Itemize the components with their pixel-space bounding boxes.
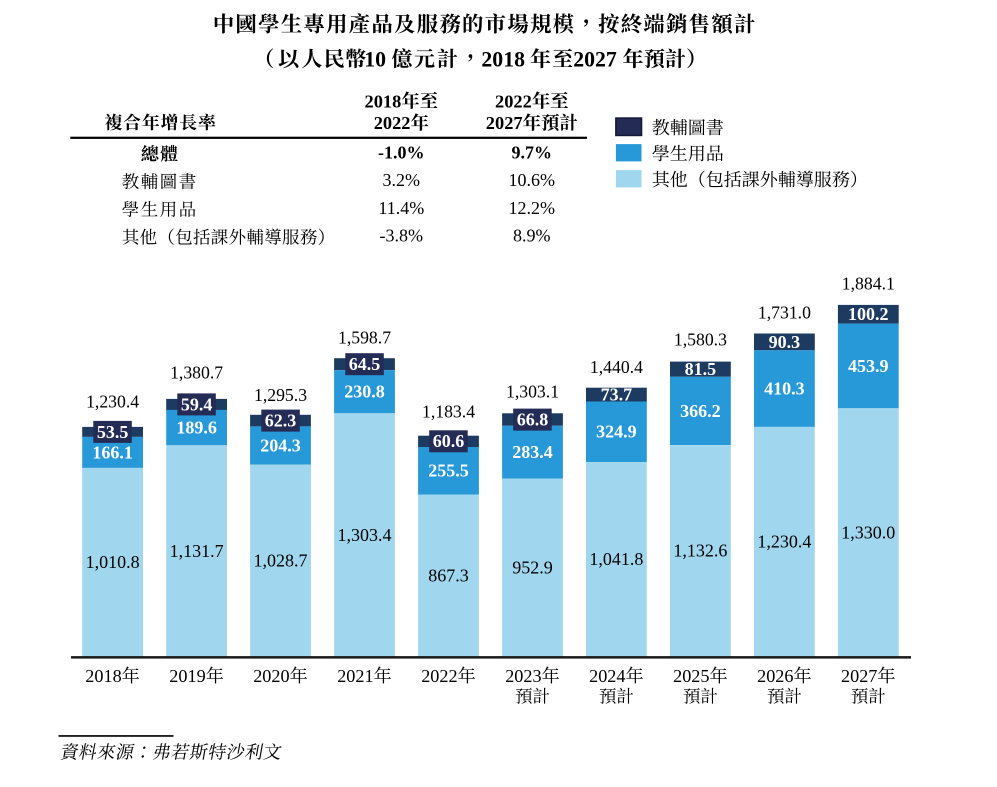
svg-text:11.4%: 11.4%	[378, 198, 424, 218]
svg-text:366.2: 366.2	[680, 401, 721, 421]
svg-text:1,041.8: 1,041.8	[589, 549, 643, 569]
svg-text:3.2%: 3.2%	[383, 170, 421, 190]
svg-text:81.5: 81.5	[685, 359, 717, 379]
svg-text:2027: 2027	[841, 666, 877, 686]
svg-text:-1.0%: -1.0%	[378, 142, 425, 162]
svg-text:10: 10	[364, 47, 386, 71]
svg-text:2018: 2018	[365, 91, 402, 111]
svg-text:12.2%: 12.2%	[509, 198, 556, 218]
svg-text:2025: 2025	[673, 666, 709, 686]
svg-text:230.8: 230.8	[344, 382, 385, 402]
svg-text:10.6%: 10.6%	[509, 170, 556, 190]
svg-text:453.9: 453.9	[848, 356, 889, 376]
svg-text:166.1: 166.1	[92, 442, 133, 462]
svg-text:1,580.3: 1,580.3	[674, 329, 727, 349]
svg-text:2021: 2021	[337, 666, 373, 686]
svg-text:90.3: 90.3	[769, 332, 801, 352]
svg-text:2024: 2024	[589, 666, 625, 686]
svg-text:410.3: 410.3	[764, 379, 805, 399]
svg-text:1,303.4: 1,303.4	[338, 525, 392, 545]
svg-text:1,884.1: 1,884.1	[842, 274, 895, 294]
svg-text:1,295.3: 1,295.3	[254, 385, 307, 405]
svg-text:62.3: 62.3	[265, 411, 297, 431]
svg-text:255.5: 255.5	[428, 461, 469, 481]
svg-text:1,183.4: 1,183.4	[422, 402, 475, 422]
svg-text:204.3: 204.3	[260, 435, 301, 455]
svg-text:2019: 2019	[169, 666, 205, 686]
svg-text:2020: 2020	[253, 666, 289, 686]
svg-text:59.4: 59.4	[181, 394, 213, 414]
svg-text:73.7: 73.7	[601, 385, 633, 405]
svg-text:952.9: 952.9	[512, 558, 553, 578]
svg-text:1,303.1: 1,303.1	[506, 381, 559, 401]
svg-text:1,132.6: 1,132.6	[673, 541, 727, 561]
svg-text:1,330.0: 1,330.0	[841, 522, 895, 542]
svg-text:2022: 2022	[421, 666, 457, 686]
svg-text:8.9%: 8.9%	[513, 226, 551, 246]
svg-text:2018: 2018	[85, 666, 121, 686]
svg-text:1,440.4: 1,440.4	[590, 357, 643, 377]
svg-text:189.6: 189.6	[176, 418, 217, 438]
svg-text:1,028.7: 1,028.7	[254, 550, 308, 570]
svg-text:1,010.8: 1,010.8	[86, 552, 140, 572]
svg-text:1,230.4: 1,230.4	[86, 391, 139, 411]
svg-text:2027: 2027	[486, 113, 523, 133]
svg-text:1,230.4: 1,230.4	[757, 532, 811, 552]
svg-text:2027: 2027	[573, 47, 617, 71]
svg-text:2022: 2022	[495, 91, 532, 111]
svg-text:2018: 2018	[481, 47, 525, 71]
svg-text:1,598.7: 1,598.7	[338, 327, 391, 347]
svg-text:867.3: 867.3	[428, 566, 469, 586]
svg-text:2023: 2023	[505, 666, 541, 686]
svg-text:2026: 2026	[757, 666, 793, 686]
svg-text:9.7%: 9.7%	[512, 142, 553, 162]
svg-text:2022: 2022	[374, 113, 411, 133]
svg-text:53.5: 53.5	[97, 422, 129, 442]
svg-text:60.6: 60.6	[433, 431, 465, 451]
svg-text:100.2: 100.2	[848, 304, 889, 324]
svg-text:-3.8%: -3.8%	[380, 226, 424, 246]
svg-text:1,731.0: 1,731.0	[758, 302, 811, 322]
svg-text:64.5: 64.5	[349, 354, 381, 374]
svg-text:1,131.7: 1,131.7	[170, 541, 224, 561]
svg-text:1,380.7: 1,380.7	[170, 363, 223, 383]
svg-text:283.4: 283.4	[512, 442, 553, 462]
svg-text:324.9: 324.9	[596, 422, 637, 442]
svg-text:66.8: 66.8	[517, 410, 549, 430]
